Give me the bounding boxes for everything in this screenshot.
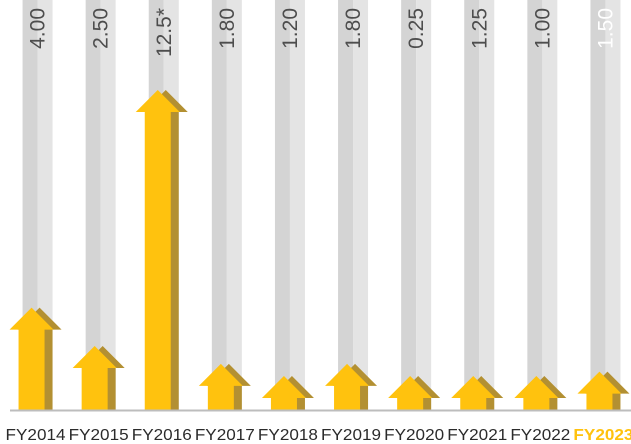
category-labels: FY2014 FY2015 FY2016 FY2017 FY2018 FY2019 FY20… (6, 427, 631, 444)
value-label-FY2020: 0.25 (405, 8, 428, 49)
value-labels: 4.00 2.50 12.5* 1.80 1.20 1.80 0.25 1.25 1.00 1.5… (27, 8, 618, 57)
column-bg-FY2014 (22, 0, 38, 410)
bar-FY2015 (72, 346, 117, 410)
value-label-FY2023: 1.50 (594, 8, 617, 49)
category-label-FY2018: FY2018 (258, 427, 318, 444)
column-bg-FY2015 (85, 0, 101, 410)
column-bg-FY2017 (211, 0, 227, 410)
value-label-FY2014: 4.00 (27, 8, 50, 49)
column-bg-light-FY2015 (100, 0, 116, 410)
bar-FY2021 (451, 376, 496, 410)
value-label-FY2016: 12.5* (153, 8, 176, 57)
column-backgrounds (22, 0, 621, 410)
category-label-FY2017: FY2017 (195, 427, 255, 444)
bar-FY2019 (325, 363, 370, 410)
bar-FY2022 (514, 376, 559, 410)
column-bg-light-FY2020 (416, 0, 432, 410)
column-bg-light-FY2017 (226, 0, 242, 410)
category-label-FY2016: FY2016 (132, 427, 192, 444)
bar-FY2016 (135, 90, 180, 410)
bar-FY2023 (577, 371, 622, 410)
column-bg-light-FY2022 (542, 0, 558, 410)
category-label-FY2021: FY2021 (447, 427, 507, 444)
bar-FY2017 (198, 363, 243, 410)
column-bg-FY2019 (338, 0, 354, 410)
column-bg-light-FY2014 (37, 0, 53, 410)
category-label-FY2020: FY2020 (384, 427, 444, 444)
category-label-FY2019: FY2019 (321, 427, 381, 444)
column-bg-light-FY2019 (353, 0, 369, 410)
column-bg-FY2022 (527, 0, 543, 410)
bar-FY2020 (388, 376, 433, 410)
category-label-FY2015: FY2015 (69, 427, 129, 444)
category-label-FY2022: FY2022 (510, 427, 570, 444)
category-label-FY2023: FY2023 (573, 427, 631, 444)
value-label-FY2021: 1.25 (468, 8, 491, 49)
value-label-FY2018: 1.20 (279, 8, 302, 49)
column-bg-FY2018 (274, 0, 290, 410)
column-bg-light-FY2018 (289, 0, 305, 410)
column-bg-light-FY2021 (479, 0, 495, 410)
value-label-FY2022: 1.00 (531, 8, 554, 49)
bar-FY2018 (261, 376, 306, 410)
category-label-FY2014: FY2014 (6, 427, 66, 444)
value-label-FY2015: 2.50 (90, 8, 113, 49)
column-bg-FY2020 (401, 0, 417, 410)
column-bg-FY2021 (464, 0, 480, 410)
column-bg-FY2023 (590, 0, 606, 410)
column-bg-light-FY2023 (605, 0, 621, 410)
value-label-FY2019: 1.80 (342, 8, 365, 49)
value-label-FY2017: 1.80 (216, 8, 239, 49)
bar-FY2014 (9, 307, 54, 410)
arrow-bars (9, 90, 630, 410)
